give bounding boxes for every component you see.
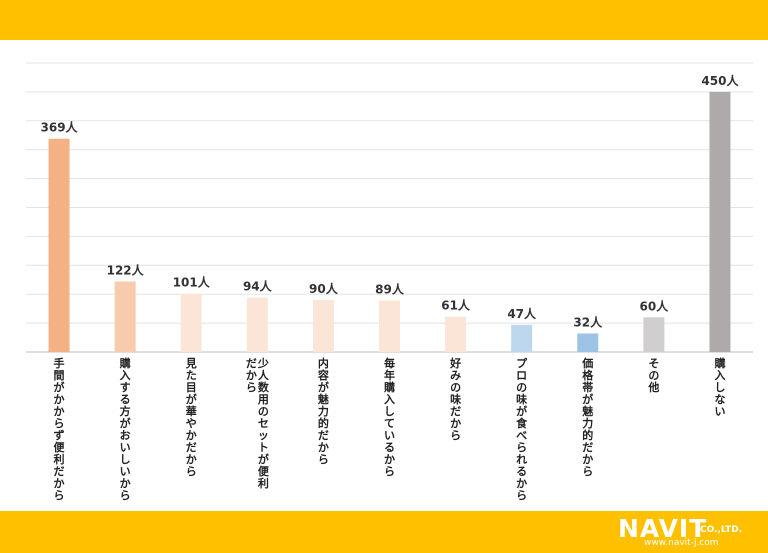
category-labels: 手間がかからず便利だから 購入する方がおいしいから 見た目が華やかだから 少人数用のセ… xyxy=(54,356,726,502)
bar xyxy=(114,281,136,352)
bar xyxy=(709,91,731,353)
bar xyxy=(180,293,202,352)
data-label: 90人 xyxy=(309,281,339,296)
category-label: 購入しない xyxy=(713,356,725,418)
category-label: だから xyxy=(246,357,257,394)
logo-name: NAVIT xyxy=(618,514,708,543)
category-label: 購入する方がおいしいから xyxy=(119,356,131,502)
category-label: 毎年購入しているから xyxy=(383,356,395,478)
data-label: 47人 xyxy=(507,306,537,321)
category-label: プロの味が食べられるから xyxy=(516,356,528,502)
logo-url: www.navit-j.com xyxy=(644,538,719,548)
data-label: 122人 xyxy=(107,262,145,277)
category-label: 価格帯が魅力的だから xyxy=(581,356,594,478)
data-label: 61人 xyxy=(441,298,471,313)
bar xyxy=(445,316,467,352)
bar xyxy=(246,297,268,352)
top-banner xyxy=(0,0,768,40)
category-label: 内容が魅力的だから xyxy=(317,356,329,466)
logo-suffix: CO.,LTD. xyxy=(700,525,743,535)
category-label: 少人数用のセットが便利 xyxy=(257,356,270,490)
data-label: 369人 xyxy=(41,120,79,135)
navit-logo: NAVIT CO.,LTD. www.navit-j.com xyxy=(616,513,756,551)
bar xyxy=(577,333,599,352)
bar xyxy=(643,317,665,352)
bars xyxy=(48,91,731,353)
category-label: その他 xyxy=(647,357,659,394)
data-label: 450人 xyxy=(701,73,739,88)
category-label: 好みの味だから xyxy=(449,356,461,442)
data-label: 89人 xyxy=(375,282,405,297)
data-label: 94人 xyxy=(243,279,273,294)
data-label: 60人 xyxy=(640,298,670,313)
bar xyxy=(312,299,334,352)
category-label: 手間がかからず便利だから xyxy=(54,356,66,502)
data-label: 101人 xyxy=(173,275,211,290)
bar-chart: 369人 122人 101人 94人 90人 89人 61人 47人 32人 60人 450人 手間… xyxy=(26,62,753,502)
bar xyxy=(48,138,70,352)
value-labels: 369人 122人 101人 94人 90人 89人 61人 47人 32人 60人 450人 xyxy=(41,73,740,330)
category-label: 見た目が華やかだから xyxy=(185,357,197,478)
bottom-banner xyxy=(0,511,768,553)
data-label: 32人 xyxy=(573,315,603,330)
bar xyxy=(379,300,400,352)
bar xyxy=(511,324,533,352)
